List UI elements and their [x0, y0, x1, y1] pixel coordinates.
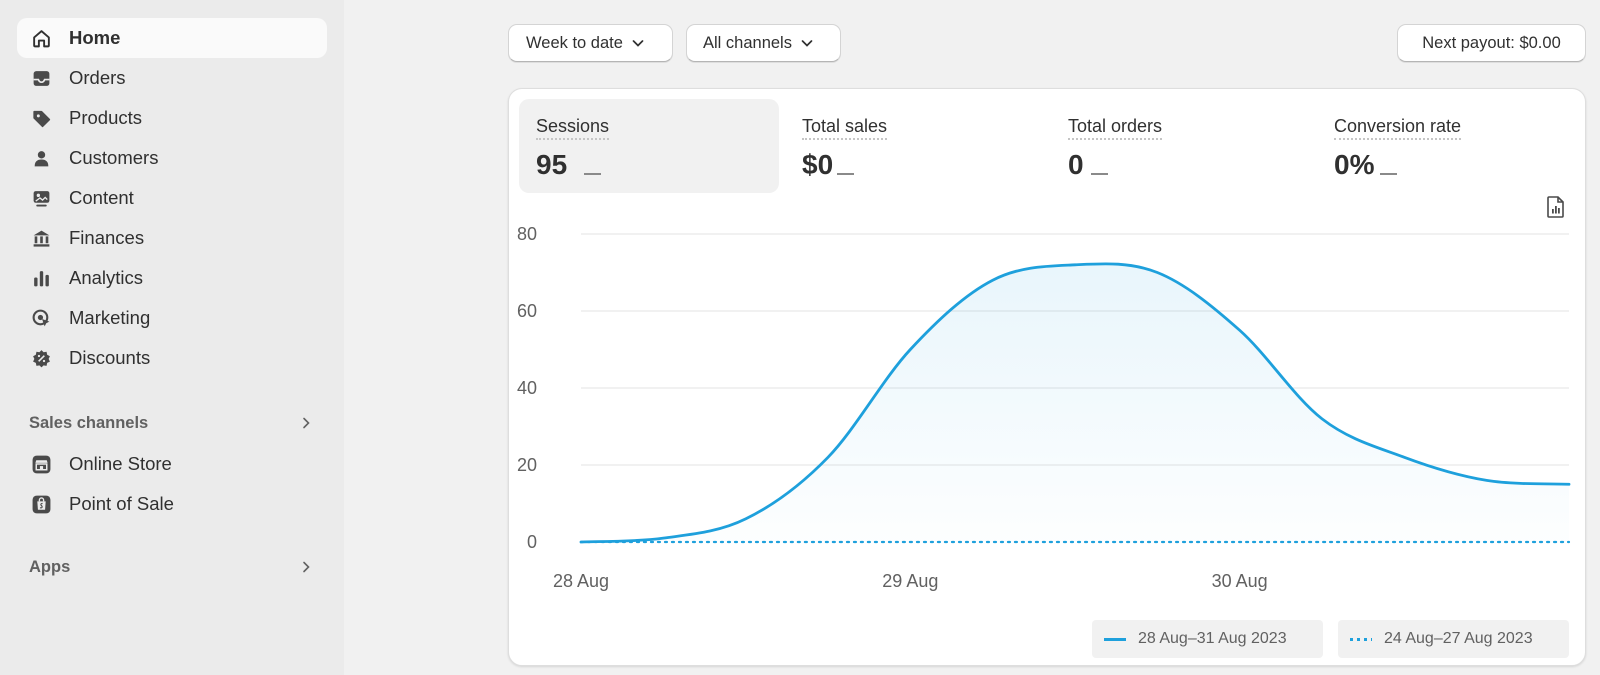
y-tick-label: 80 — [517, 224, 537, 244]
sidebar-item-label: Customers — [69, 147, 159, 168]
sidebar-item-point-of-sale[interactable]: Point of Sale — [17, 484, 327, 524]
chevron-down-icon — [632, 40, 644, 47]
channel-label: All channels — [703, 33, 792, 52]
sidebar-item-analytics[interactable]: Analytics — [17, 258, 327, 298]
sidebar-item-home[interactable]: Home — [17, 18, 327, 58]
sidebar-item-label: Discounts — [69, 347, 151, 368]
y-tick-label: 20 — [517, 455, 537, 475]
apps-label: Apps — [29, 558, 71, 576]
metric-label: Total sales — [802, 116, 888, 140]
chevron-down-icon — [801, 40, 813, 47]
sidebar-item-label: Products — [69, 107, 143, 128]
date-range-selector[interactable]: Week to date — [508, 24, 673, 62]
legend-previous-period[interactable]: 24 Aug–27 Aug 2023 — [1338, 620, 1569, 658]
sidebar-item-discounts[interactable]: Discounts — [17, 338, 327, 378]
legend-label: 28 Aug–31 Aug 2023 — [1138, 630, 1287, 647]
metric-label: Total orders — [1068, 116, 1163, 140]
metric-value: 95 — [536, 149, 568, 180]
channel-selector[interactable]: All channels — [686, 24, 841, 62]
sidebar-item-label: Marketing — [69, 307, 151, 328]
trend-dash — [1380, 173, 1397, 175]
x-tick-label: 30 Aug — [1212, 571, 1268, 591]
sidebar-item-label: Analytics — [69, 267, 144, 288]
sidebar-item-label: Online Store — [69, 453, 172, 474]
shopping-bag-icon — [31, 494, 52, 515]
metric-value: $0 — [802, 149, 834, 180]
legend-current-period[interactable]: 28 Aug–31 Aug 2023 — [1092, 620, 1323, 658]
y-tick-label: 0 — [527, 532, 537, 552]
metric-value: 0 — [1068, 149, 1084, 180]
metric-total-orders[interactable]: Total orders 0 — [1051, 99, 1311, 193]
metric-sessions[interactable]: Sessions 95 — [519, 99, 779, 193]
sidebar-item-label: Content — [69, 187, 134, 208]
series-line-current-period — [579, 262, 1571, 544]
person-icon — [31, 148, 52, 169]
image-icon — [31, 188, 52, 209]
sidebar: Home Orders Products Customers Content F… — [0, 0, 344, 675]
sidebar-item-online-store[interactable]: Online Store — [17, 444, 327, 484]
date-range-label: Week to date — [526, 33, 623, 52]
sidebar-item-finances[interactable]: Finances — [17, 218, 327, 258]
legend-dotted-swatch — [1350, 637, 1372, 641]
target-icon — [31, 308, 52, 329]
bar-chart-icon — [31, 268, 52, 289]
metric-conversion-rate[interactable]: Conversion rate 0% — [1317, 99, 1577, 193]
bank-icon — [31, 228, 52, 249]
trend-dash — [837, 173, 854, 175]
sidebar-item-content[interactable]: Content — [17, 178, 327, 218]
home-icon — [31, 28, 52, 49]
discount-icon — [31, 348, 52, 369]
legend-label: 24 Aug–27 Aug 2023 — [1384, 630, 1533, 647]
trend-dash — [584, 173, 601, 175]
x-tick-label: 28 Aug — [553, 571, 609, 591]
next-payout-button[interactable]: Next payout: $0.00 — [1397, 24, 1586, 62]
sidebar-item-products[interactable]: Products — [17, 98, 327, 138]
series-area-current-period — [581, 263, 1569, 542]
sidebar-item-label: Orders — [69, 67, 126, 88]
metric-value: 0% — [1334, 149, 1375, 180]
metric-label: Conversion rate — [1334, 116, 1462, 140]
sidebar-item-label: Finances — [69, 227, 145, 248]
chevron-right-icon — [303, 417, 310, 429]
sidebar-item-marketing[interactable]: Marketing — [17, 298, 327, 338]
store-icon — [31, 454, 52, 475]
export-report-icon[interactable] — [1545, 195, 1567, 219]
next-payout-label: Next payout: $0.00 — [1422, 33, 1561, 52]
apps-header[interactable]: Apps — [17, 551, 327, 585]
sidebar-item-label: Point of Sale — [69, 493, 174, 514]
sales-channels-header[interactable]: Sales channels — [17, 407, 327, 441]
tag-icon — [31, 108, 52, 129]
sidebar-item-label: Home — [69, 27, 121, 48]
metric-total-sales[interactable]: Total sales $0 — [785, 99, 1045, 193]
chevron-right-icon — [303, 561, 310, 573]
sessions-chart: 0 20 40 60 80 28 Aug 29 Aug 30 Aug — [517, 224, 1571, 591]
y-tick-label: 40 — [517, 378, 537, 398]
legend-solid-swatch — [1104, 637, 1126, 641]
x-tick-label: 29 Aug — [882, 571, 938, 591]
inbox-icon — [31, 68, 52, 89]
trend-dash — [1091, 173, 1108, 175]
sidebar-item-orders[interactable]: Orders — [17, 58, 327, 98]
sidebar-item-customers[interactable]: Customers — [17, 138, 327, 178]
y-tick-label: 60 — [517, 301, 537, 321]
metric-label: Sessions — [536, 116, 610, 140]
sales-channels-label: Sales channels — [29, 414, 149, 432]
analytics-card: Sessions 95 Total sales $0 Total orders … — [508, 88, 1586, 666]
